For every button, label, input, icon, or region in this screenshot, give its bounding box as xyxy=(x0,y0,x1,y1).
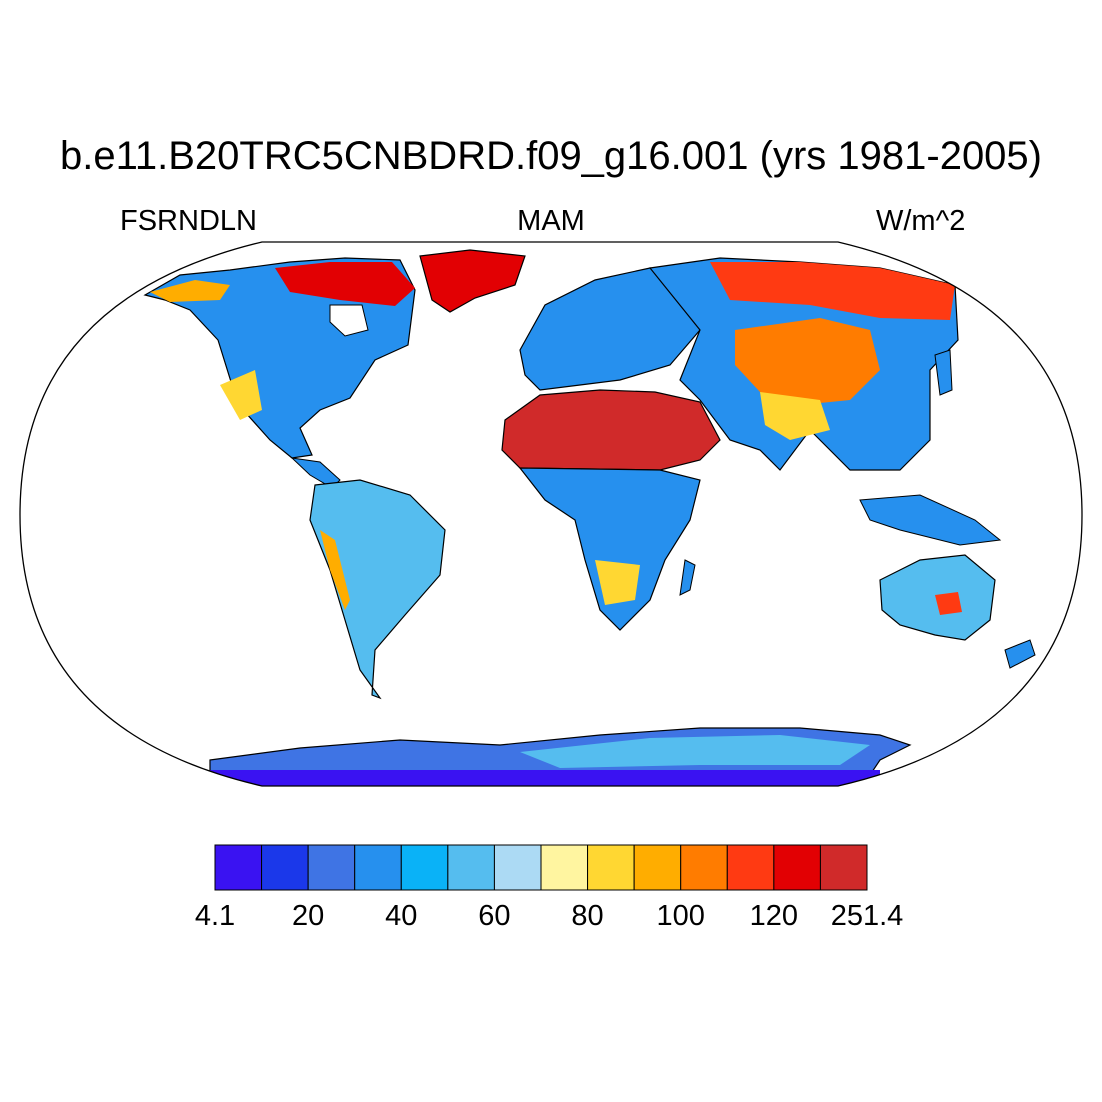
colorbar-label: 100 xyxy=(656,900,705,932)
siberia-warm-region xyxy=(710,262,955,320)
colorbar-swatch xyxy=(447,844,495,891)
colorbar-swatch xyxy=(540,844,589,891)
map-border xyxy=(19,241,1083,787)
colorbar-label: 40 xyxy=(385,900,418,932)
colorbar-label: 20 xyxy=(292,900,325,932)
colorbar-swatch xyxy=(726,844,775,891)
colorbar-swatch xyxy=(307,844,356,891)
colorbar-label: 251.4 xyxy=(830,900,904,932)
hudson-bay xyxy=(329,304,369,337)
colorbar xyxy=(214,844,868,891)
tibet-warm-region xyxy=(760,392,830,440)
europe-landmass xyxy=(519,267,701,391)
variable-name: FSRNDLN xyxy=(120,205,257,237)
colorbar-swatch xyxy=(493,844,542,891)
southeast-asia-islands xyxy=(859,494,1002,546)
arctic-canada-warm-region xyxy=(275,262,415,306)
andes-warm-strip xyxy=(320,530,350,610)
greenland-landmass xyxy=(419,249,526,313)
central-asia-warm-region xyxy=(735,318,880,405)
colorbar-swatch xyxy=(680,844,728,891)
japan xyxy=(934,349,953,396)
new-zealand xyxy=(1004,639,1036,669)
subsaharan-africa-landmass xyxy=(518,467,701,631)
colorbar-label: 60 xyxy=(478,900,511,932)
colorbar-swatch xyxy=(400,844,449,891)
sahara-arabia-region xyxy=(501,389,721,471)
colorbar-swatch xyxy=(587,844,635,891)
south-america-landmass xyxy=(309,479,446,700)
us-west-warm-patch xyxy=(220,370,262,420)
colorbar-label: 80 xyxy=(571,900,604,932)
colorbar-swatch xyxy=(214,844,263,891)
colorbar-swatch xyxy=(354,844,402,891)
alaska-warm-region xyxy=(150,280,230,302)
season-label: MAM xyxy=(517,205,585,237)
units-label: W/m^2 xyxy=(876,205,966,237)
antarctica-interior xyxy=(520,735,870,768)
colorbar-swatch xyxy=(819,844,868,891)
plot-title: b.e11.B20TRC5CNBDRD.f09_g16.001 (yrs 198… xyxy=(59,134,1042,178)
colorbar-swatch xyxy=(633,844,682,891)
australia-central-warm xyxy=(935,592,962,615)
colorbar-swatch xyxy=(773,844,821,891)
antarctica-coast-band xyxy=(210,770,880,786)
colorbar-label: 4.1 xyxy=(194,900,236,932)
madagascar xyxy=(679,559,696,596)
colorbar-swatch xyxy=(261,844,309,891)
colorbar-label: 120 xyxy=(749,900,799,932)
kalahari-warm-region xyxy=(595,560,640,605)
